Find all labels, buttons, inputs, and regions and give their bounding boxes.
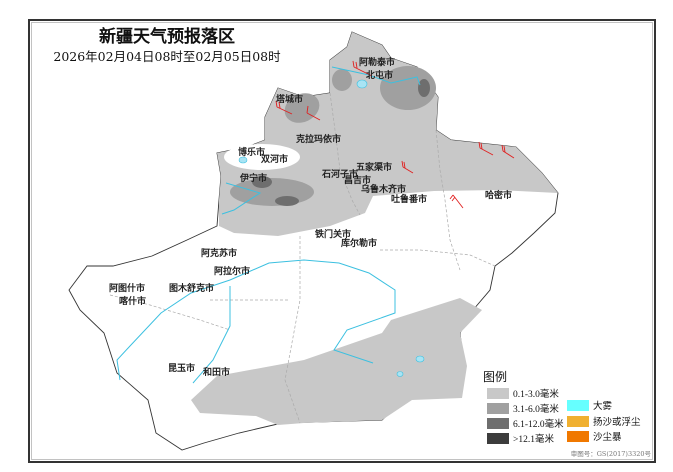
- legend-swatch-dust: [567, 416, 589, 427]
- city-label: 石河子市: [321, 168, 358, 179]
- wind-barbs: [275, 60, 515, 209]
- city-label: 昌吉市: [344, 174, 371, 185]
- city-label: 喀什市: [119, 295, 146, 306]
- legend-label: 扬沙或浮尘: [593, 416, 641, 428]
- precip-area-south-light: [191, 298, 482, 425]
- legend-swatch-sandstorm: [567, 431, 589, 442]
- legend-swatch-precip-2: [487, 403, 509, 414]
- city-label: 五家渠市: [356, 161, 392, 172]
- precip-patch-burqin: [332, 69, 352, 91]
- precip-patch-altay: [380, 66, 436, 110]
- city-label: 和田市: [202, 366, 230, 377]
- map-title: 新疆天气预报落区: [99, 26, 235, 47]
- city-label: 博乐市: [238, 146, 265, 157]
- review-number: 审图号：GS(2017)3320号: [571, 449, 652, 458]
- city-label: 乌鲁木齐市: [361, 183, 406, 194]
- prefecture-borders: [109, 92, 496, 424]
- map-frame-inner: [31, 22, 653, 460]
- legend-label: 0.1-3.0毫米: [513, 388, 559, 400]
- rivers: [116, 66, 425, 384]
- precip-core-altay: [418, 79, 430, 97]
- city-label: 图木舒克市: [169, 282, 214, 293]
- city-label: 库尔勒市: [341, 237, 377, 248]
- city-label: 伊宁市: [239, 172, 267, 183]
- map-subtitle: 2026年02月04日08时至02月05日08时: [53, 49, 281, 64]
- city-labels: 阿勒泰市 北屯市 塔城市 克拉玛依市 博乐市 双河市 伊宁市 石河子市 昌吉市 …: [109, 56, 512, 377]
- precip-core-ili-2: [275, 196, 299, 206]
- legend-label: 6.1-12.0毫米: [513, 418, 564, 430]
- legend-swatch-precip-4: [487, 433, 509, 444]
- legend-label: 沙尘暴: [593, 432, 622, 443]
- city-label: 阿图什市: [109, 282, 145, 293]
- legend-swatch-precip-3: [487, 418, 509, 429]
- no-precip-area-bole: [224, 144, 300, 170]
- legend-swatch-precip-1: [487, 388, 509, 399]
- city-label: 哈密市: [485, 189, 512, 200]
- city-label: 塔城市: [276, 93, 303, 104]
- legend-title: 图例: [483, 370, 507, 384]
- city-label: 阿勒泰市: [359, 56, 395, 67]
- legend-label: 大雾: [593, 400, 613, 412]
- city-label: 吐鲁番市: [391, 193, 427, 204]
- legend-label: >12.1毫米: [513, 433, 554, 445]
- precip-core-ili-1: [252, 176, 272, 188]
- city-label: 昆玉市: [168, 362, 195, 373]
- legend-label: 3.1-6.0毫米: [513, 403, 559, 415]
- city-label: 双河市: [261, 153, 288, 164]
- city-label: 阿拉尔市: [214, 265, 250, 276]
- city-label: 阿克苏市: [201, 247, 237, 258]
- city-label: 克拉玛依市: [296, 133, 341, 144]
- legend-swatch-fog: [567, 400, 589, 411]
- legend: 图例 0.1-3.0毫米 3.1-6.0毫米 6.1-12.0毫米 >12.1毫…: [483, 370, 641, 445]
- city-label: 铁门关市: [315, 228, 351, 239]
- city-label: 北屯市: [366, 69, 393, 80]
